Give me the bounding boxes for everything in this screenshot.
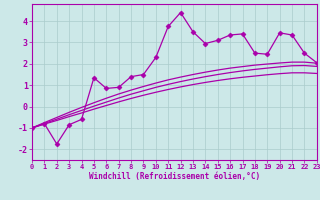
X-axis label: Windchill (Refroidissement éolien,°C): Windchill (Refroidissement éolien,°C) xyxy=(89,172,260,181)
